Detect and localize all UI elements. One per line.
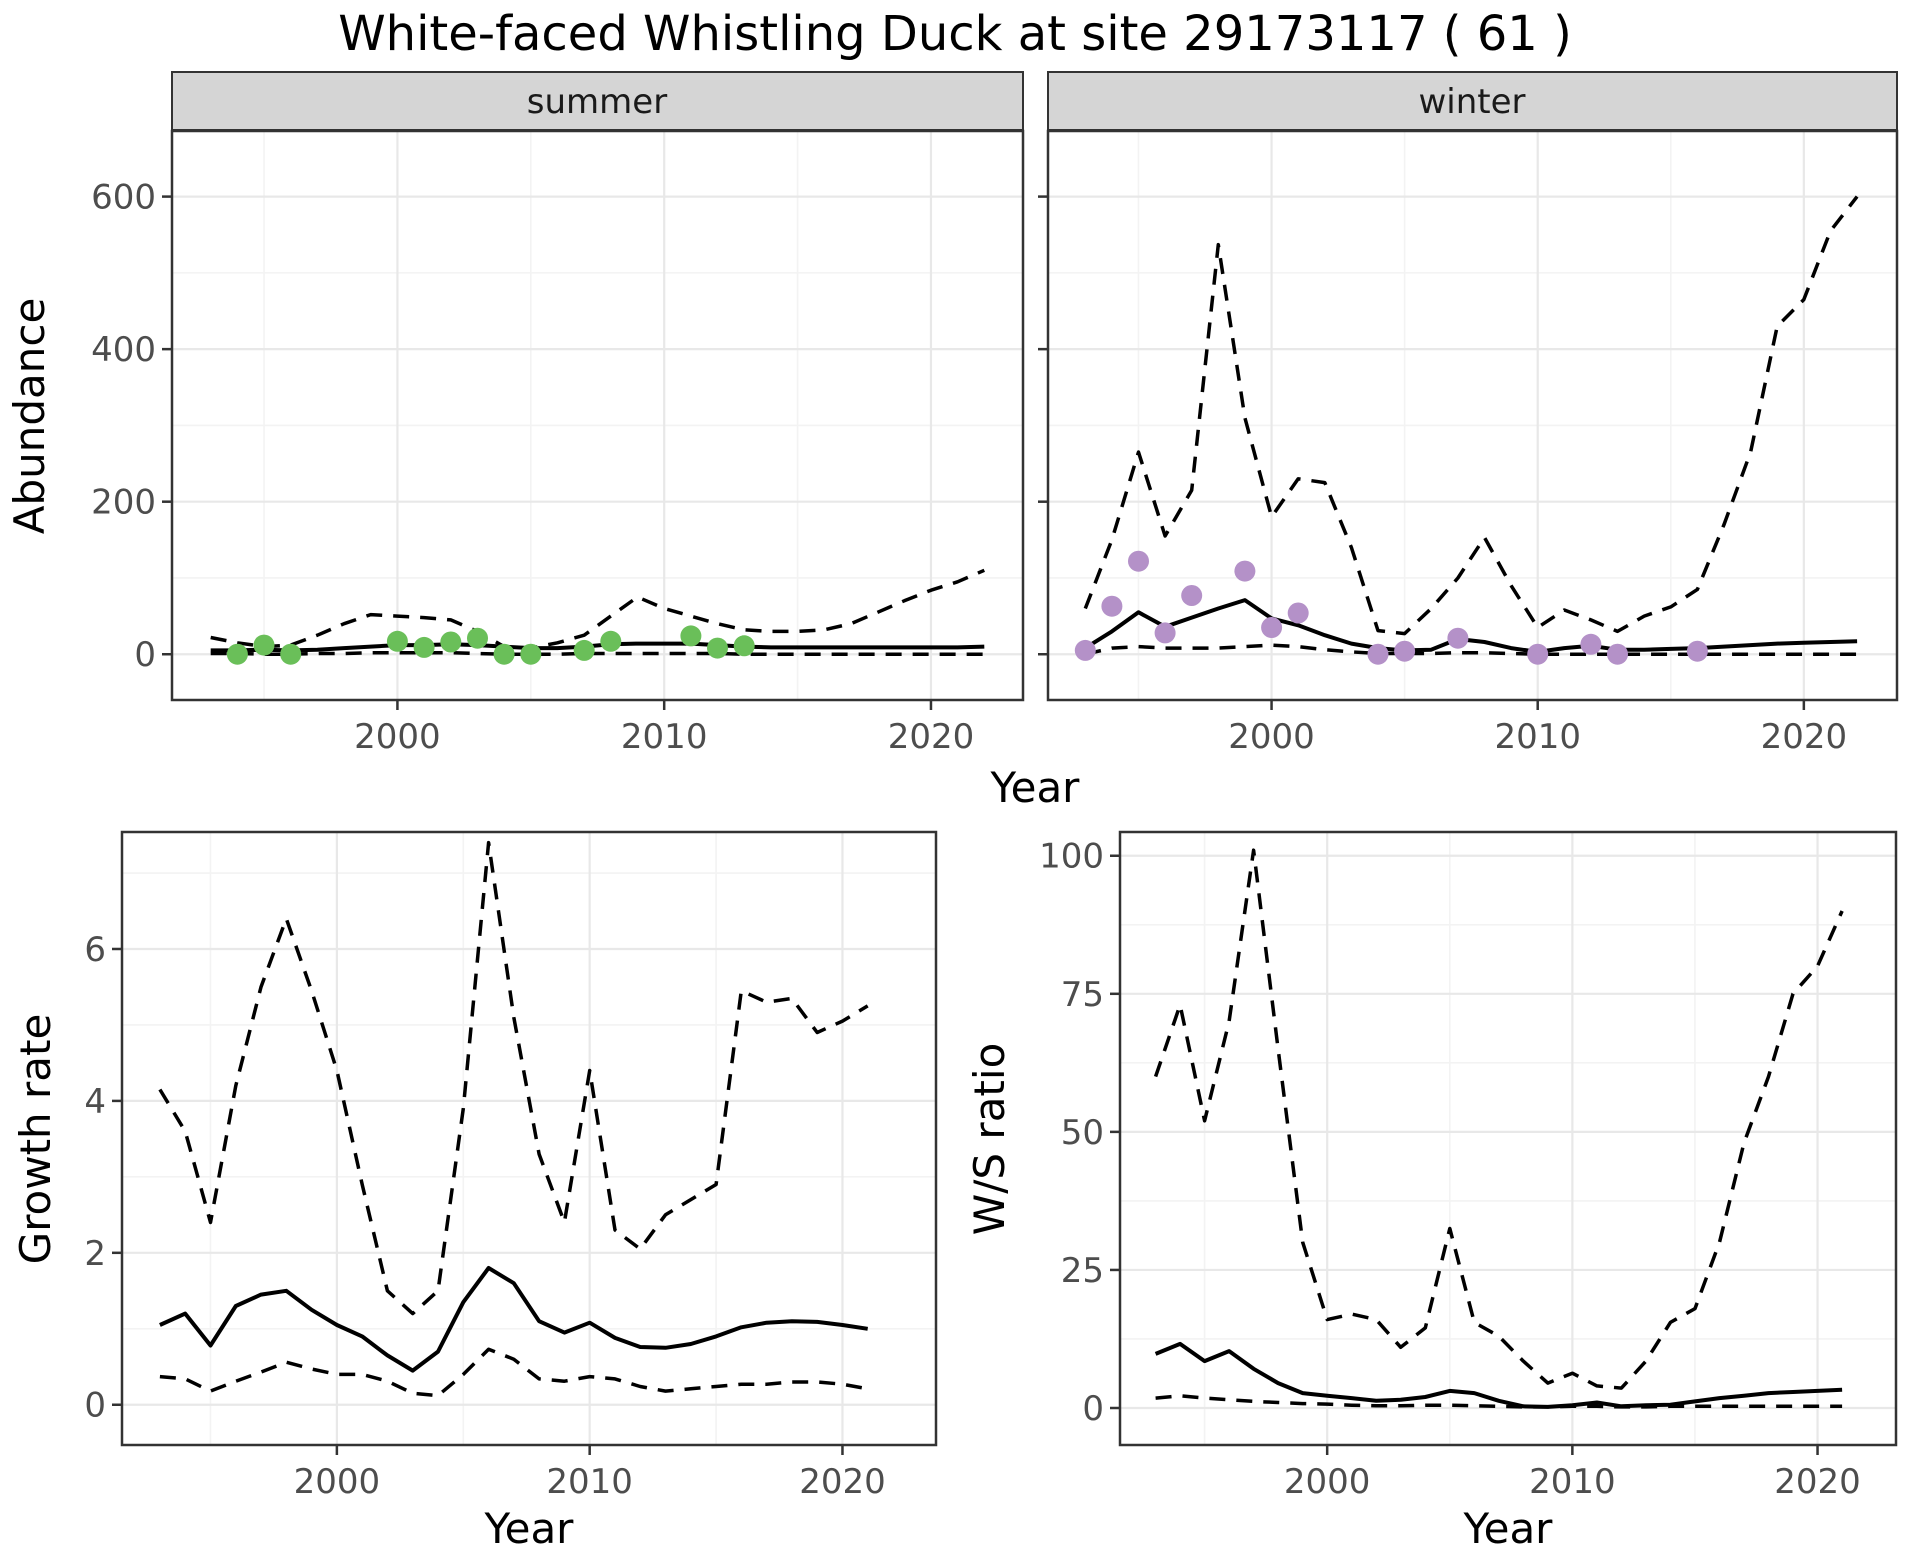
series-lower_ci-line bbox=[159, 1347, 869, 1398]
panel-background bbox=[1120, 832, 1896, 1445]
panel-border bbox=[170, 129, 1025, 702]
data-point bbox=[413, 636, 435, 658]
series-upper_ci-line bbox=[1153, 848, 1844, 1390]
series-upper_ci-line bbox=[1083, 195, 1859, 636]
y-tick-label: 2 bbox=[84, 1234, 106, 1274]
x-tick-label: 2020 bbox=[799, 1462, 886, 1502]
y-tick-label: 0 bbox=[134, 635, 156, 675]
data-point bbox=[1261, 617, 1283, 638]
y-axis-title-growth-rate: Growth rate bbox=[11, 1014, 60, 1265]
series-median-line bbox=[210, 641, 985, 653]
data-point bbox=[1394, 640, 1416, 662]
facet-strip-winter bbox=[1047, 71, 1898, 132]
data-point bbox=[1287, 602, 1309, 624]
panel-ws-ratio: 2000 2010 2020 0 25 50 75 100 bbox=[1039, 830, 1898, 1502]
data-point bbox=[1447, 627, 1469, 649]
x-tick-label: 2010 bbox=[621, 717, 708, 757]
y-tick-label: 0 bbox=[84, 1386, 106, 1426]
figure-title: White-faced Whistling Duck at site 29173… bbox=[338, 6, 1572, 62]
panel-border bbox=[120, 830, 938, 1447]
x-tick-label: 2000 bbox=[294, 1462, 381, 1502]
data-point bbox=[1686, 640, 1708, 662]
y-tick-label: 600 bbox=[91, 178, 156, 218]
x-tick-label: 2010 bbox=[1529, 1462, 1616, 1502]
data-point bbox=[573, 639, 595, 661]
x-tick-label: 2000 bbox=[1284, 1462, 1371, 1502]
x-tick-label: 2010 bbox=[1494, 717, 1581, 757]
data-point bbox=[253, 634, 275, 656]
panel-background bbox=[122, 832, 936, 1445]
data-point bbox=[386, 630, 408, 652]
y-axis-title-ws-ratio: W/S ratio bbox=[965, 1043, 1014, 1236]
facet-strip-summer bbox=[171, 71, 1024, 132]
data-point bbox=[1074, 639, 1096, 661]
x-tick-label: 2000 bbox=[1228, 717, 1315, 757]
series-median-line bbox=[1154, 1341, 1843, 1409]
panel-background bbox=[172, 131, 1023, 700]
data-point bbox=[520, 643, 542, 665]
series-lower_ci-line bbox=[1155, 1394, 1843, 1409]
data-point bbox=[467, 627, 488, 649]
x-tick-label: 2020 bbox=[1774, 1462, 1861, 1502]
data-point bbox=[1367, 643, 1389, 665]
data-point bbox=[1154, 622, 1176, 644]
panel-growth-rate: 2000 2010 2020 0 2 4 6 bbox=[84, 830, 938, 1502]
series-upper_ci-line bbox=[210, 568, 985, 650]
data-point bbox=[1580, 633, 1602, 655]
data-point bbox=[1234, 560, 1256, 582]
data-point bbox=[1128, 550, 1149, 572]
y-tick-label: 75 bbox=[1061, 975, 1104, 1015]
data-point bbox=[226, 643, 248, 665]
x-tick-label: 2000 bbox=[354, 717, 441, 757]
series-median-line bbox=[1084, 598, 1858, 654]
y-tick-label: 25 bbox=[1061, 1251, 1104, 1291]
y-tick-label: 6 bbox=[84, 930, 106, 970]
y-tick-label: 400 bbox=[91, 330, 156, 370]
y-tick-label: 200 bbox=[91, 483, 156, 523]
data-point bbox=[707, 637, 728, 659]
x-axis-title-year-growth: Year bbox=[484, 1504, 575, 1553]
y-tick-label: 100 bbox=[1039, 837, 1104, 877]
panel-background bbox=[1048, 131, 1897, 700]
x-axis-title-year-top: Year bbox=[990, 763, 1081, 812]
x-tick-label: 2020 bbox=[1761, 717, 1848, 757]
y-tick-label: 4 bbox=[84, 1082, 106, 1122]
data-point bbox=[1527, 643, 1549, 665]
data-point bbox=[1607, 643, 1628, 665]
panel-border bbox=[1118, 830, 1898, 1447]
x-tick-label: 2020 bbox=[888, 717, 975, 757]
x-axis-title-year-ws: Year bbox=[1463, 1504, 1554, 1553]
facet-label-winter: winter bbox=[1418, 82, 1525, 122]
series-lower_ci-line bbox=[1084, 643, 1858, 656]
data-point bbox=[440, 631, 462, 653]
data-point bbox=[1181, 585, 1203, 606]
data-point bbox=[680, 625, 702, 647]
data-point bbox=[600, 630, 622, 652]
series-upper_ci-line bbox=[158, 840, 869, 1316]
data-point bbox=[1101, 595, 1123, 617]
data-point bbox=[280, 643, 302, 665]
data-point bbox=[733, 635, 755, 657]
series-lower_ci-line bbox=[210, 650, 985, 656]
panel-abundance-summer: 2000 2010 2020 0 200 400 600 bbox=[91, 129, 1025, 757]
facet-label-summer: summer bbox=[527, 82, 667, 122]
x-tick-label: 2010 bbox=[546, 1462, 633, 1502]
y-tick-label: 50 bbox=[1061, 1113, 1104, 1153]
panel-border bbox=[1046, 129, 1899, 702]
series-median-line bbox=[159, 1266, 868, 1373]
y-tick-label: 0 bbox=[1082, 1389, 1104, 1429]
y-axis-title-abundance: Abundance bbox=[5, 298, 54, 535]
panel-abundance-winter: 2000 2010 2020 bbox=[1038, 129, 1899, 757]
data-point bbox=[493, 643, 515, 665]
